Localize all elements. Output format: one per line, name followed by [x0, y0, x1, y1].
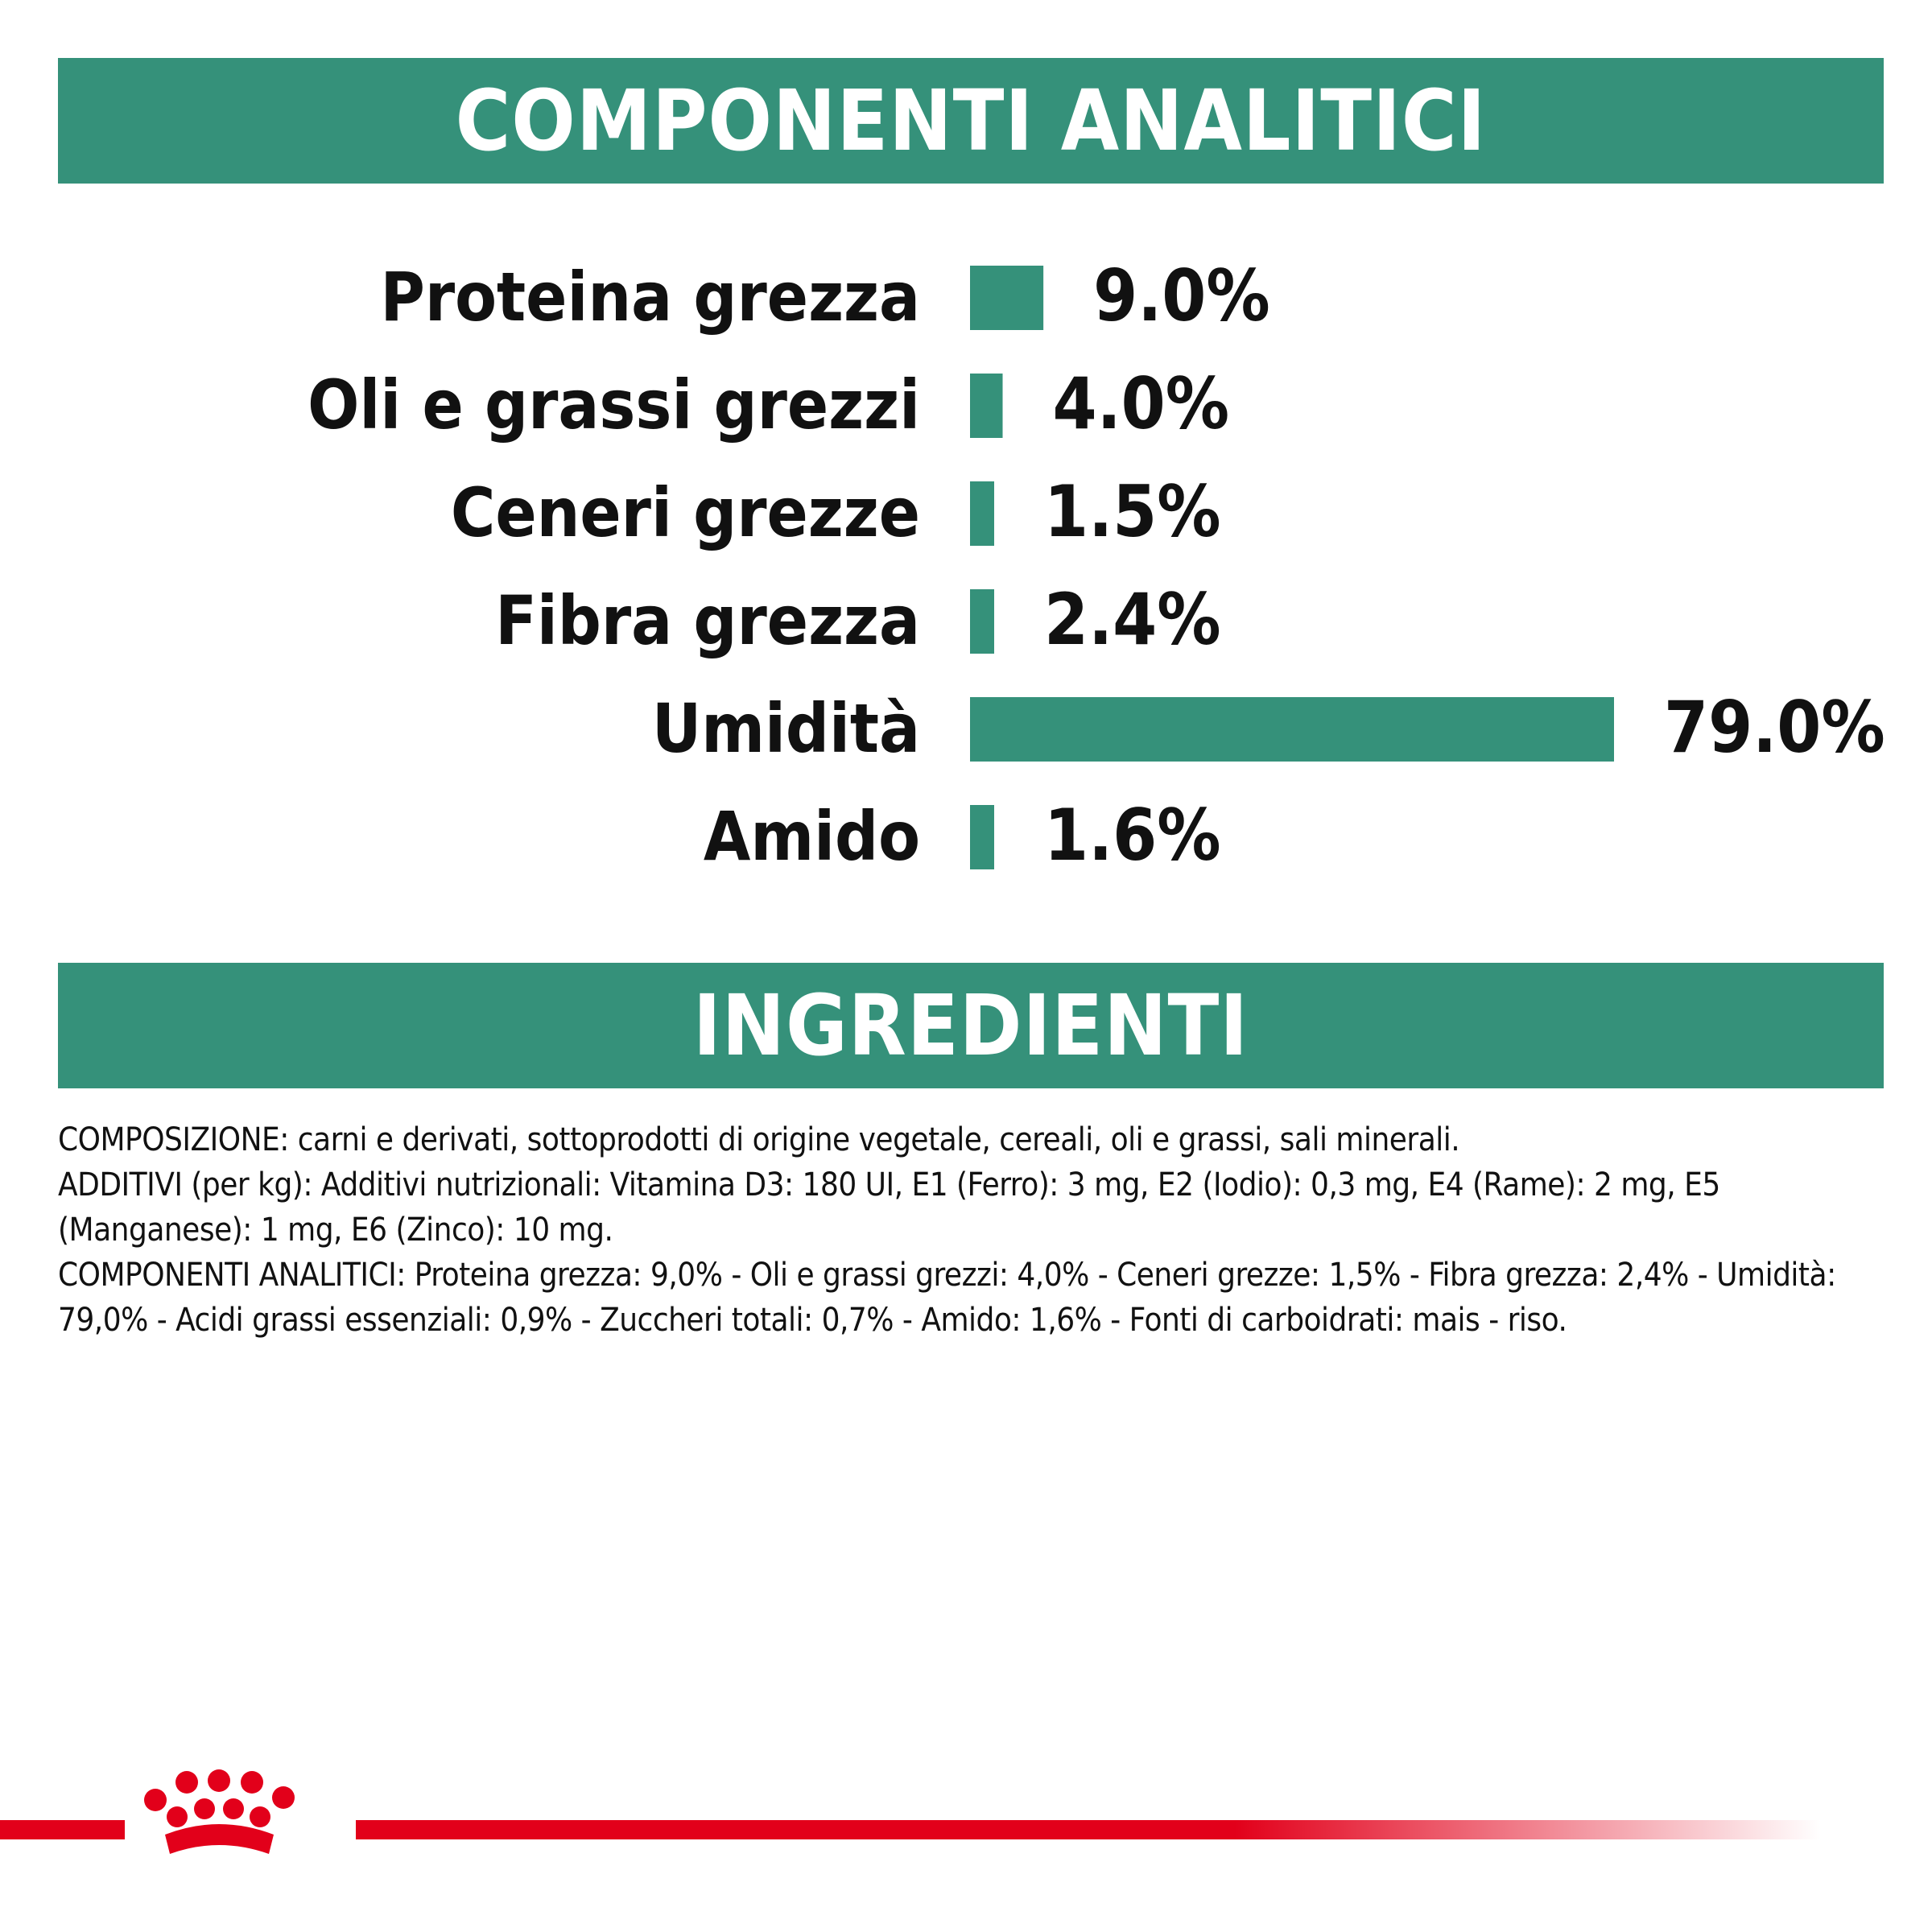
ingredients-text: COMPOSIZIONE: carni e derivati, sottopro… — [58, 1117, 1893, 1343]
bar — [970, 266, 1044, 330]
royal-canin-crown-icon — [144, 1769, 295, 1854]
footer-stripe-left — [0, 1820, 125, 1839]
additives-paragraph: ADDITIVI (per kg): Additivi nutrizionali… — [58, 1166, 1720, 1249]
ingredients-header-title: INGREDIENTI — [692, 976, 1249, 1075]
bar — [970, 481, 994, 546]
components-header: COMPONENTI ANALITICI — [58, 58, 1884, 184]
category-label: Oli e grassi grezzi — [308, 365, 920, 444]
brand-footer — [0, 1769, 1821, 1854]
category-label: Amido — [704, 797, 920, 876]
value-label: 9.0% — [1093, 254, 1270, 337]
value-label: 1.6% — [1044, 794, 1221, 877]
value-label: 2.4% — [1044, 578, 1221, 661]
analytical-paragraph: COMPONENTI ANALITICI: Proteina grezza: 9… — [58, 1257, 1836, 1339]
footer-stripe-right — [356, 1820, 1821, 1839]
category-label: Umidità — [652, 689, 920, 768]
value-label: 1.5% — [1044, 470, 1221, 553]
bar — [970, 805, 994, 869]
bar — [970, 589, 994, 654]
value-label: 4.0% — [1053, 362, 1230, 445]
category-label: Fibra grezza — [495, 581, 920, 660]
analytical-components-chart: Proteina grezza 9.0% Oli e grassi grezzi 4.… — [308, 254, 1885, 877]
category-label: Ceneri grezze — [451, 473, 920, 552]
composition-paragraph: COMPOSIZIONE: carni e derivati, sottopro… — [58, 1121, 1460, 1158]
bar — [970, 374, 1003, 438]
bar — [970, 697, 1614, 762]
value-label: 79.0% — [1664, 686, 1885, 769]
category-label: Proteina grezza — [380, 258, 920, 336]
ingredients-header: INGREDIENTI — [58, 963, 1884, 1088]
components-header-title: COMPONENTI ANALITICI — [455, 72, 1487, 170]
